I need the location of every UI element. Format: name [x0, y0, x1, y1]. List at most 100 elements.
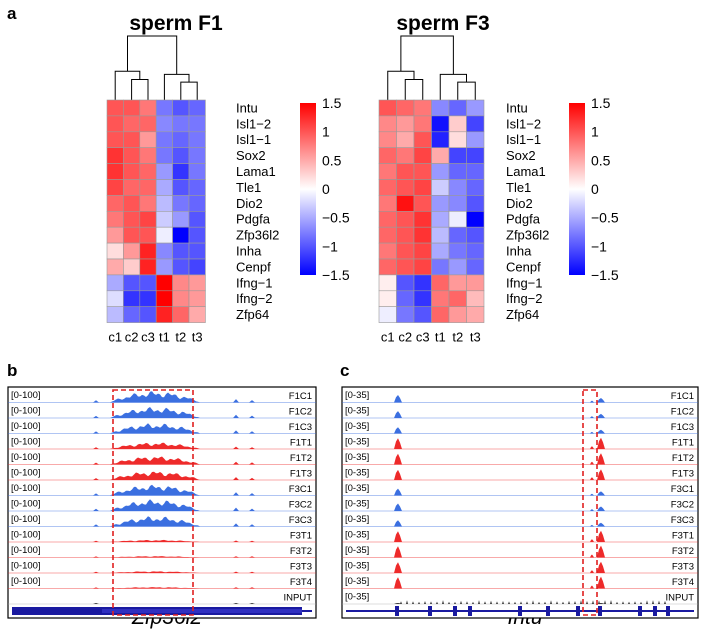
track-name-label: F3C2 — [671, 500, 694, 511]
heatmap-cell — [466, 258, 485, 276]
heatmap-cell — [413, 115, 432, 133]
track-range-label: [0-35] — [345, 530, 369, 541]
heatmap-cell — [378, 226, 397, 244]
heatmap-cell — [378, 211, 397, 228]
heatmap-cell — [378, 242, 397, 260]
row-label: Ifng−1 — [506, 275, 543, 290]
gene-exon — [576, 606, 580, 616]
heatmap-cell — [188, 131, 206, 149]
track-signal — [93, 471, 255, 480]
track-range-label: [0-100] — [11, 452, 41, 463]
heatmap-cell — [106, 226, 124, 244]
track-name-label: F3T3 — [672, 562, 694, 573]
heatmap-cell — [172, 290, 190, 307]
heatmap-cell — [139, 242, 157, 260]
heatmap-cell — [106, 290, 124, 307]
track-name-label: F3C1 — [671, 484, 694, 495]
track-range-label: [0-35] — [345, 390, 369, 401]
colorbar-tick-label: −1 — [322, 238, 338, 254]
row-label: Ifng−2 — [236, 291, 273, 306]
heatmap-cell — [123, 131, 141, 149]
row-label: Zfp64 — [236, 307, 269, 322]
track-signal — [93, 391, 255, 403]
track-range-label: [0-100] — [11, 468, 41, 479]
heatmap-cell — [123, 258, 141, 276]
heatmap-cell — [172, 195, 190, 212]
heatmap-cell — [431, 242, 450, 260]
heatmap-cell — [155, 258, 173, 276]
track-range-label: [0-100] — [11, 545, 41, 556]
column-label: c1 — [381, 330, 395, 345]
heatmap-title: sperm F3 — [396, 12, 489, 35]
heatmap-cell — [466, 290, 485, 307]
track-range-label: [0-35] — [345, 452, 369, 463]
heatmap-cell — [123, 306, 141, 323]
heatmap-cell — [106, 163, 124, 180]
colorbar-tick-label: 0 — [322, 181, 330, 197]
heatmap-cell — [139, 147, 157, 164]
heatmap-cell — [188, 290, 206, 307]
track-range-label: [0-35] — [345, 499, 369, 510]
heatmap-cell — [448, 99, 467, 117]
track-name-label: F1C3 — [289, 422, 312, 433]
heatmap-cell — [448, 258, 467, 276]
heatmap-cell — [448, 211, 467, 228]
heatmap-cell — [106, 195, 124, 212]
row-label: Lama1 — [506, 164, 546, 179]
heatmap-cell — [106, 131, 124, 149]
heatmap-cell — [172, 258, 190, 276]
column-label: c2 — [125, 330, 139, 345]
heatmap-cell — [155, 99, 173, 117]
heatmap-cell — [188, 179, 206, 196]
track-range-label: [0-100] — [11, 499, 41, 510]
track-signal — [93, 499, 255, 511]
heatmap-cell — [172, 242, 190, 260]
heatmap-cell — [431, 274, 450, 292]
track-range-label: [0-100] — [11, 483, 41, 494]
heatmap-cell — [188, 115, 206, 133]
heatmap-cell — [123, 226, 141, 244]
row-label: Cenpf — [506, 259, 541, 274]
track-name-label: F1C2 — [671, 407, 694, 418]
track-name-label: F1C1 — [671, 391, 694, 402]
heatmap-cell — [172, 131, 190, 149]
gene-exon — [598, 606, 602, 616]
heatmap-cell — [139, 274, 157, 292]
heatmap-cell — [466, 195, 485, 212]
gene-exon — [453, 606, 457, 616]
heatmap-cell — [139, 195, 157, 212]
track-range-label: [0-35] — [345, 545, 369, 556]
heatmap-cell — [448, 290, 467, 307]
heatmap-cell — [413, 163, 432, 180]
colorbar — [569, 103, 585, 275]
heatmap-cell — [123, 195, 141, 212]
track-range-label: [0-100] — [11, 530, 41, 541]
row-label: Tle1 — [236, 180, 261, 195]
track-name-label: F3C3 — [671, 515, 694, 526]
heatmap-cell — [155, 163, 173, 180]
track-name-label: F3T1 — [290, 531, 312, 542]
row-label: Pdgfa — [506, 212, 541, 227]
heatmap-cell — [106, 115, 124, 133]
heatmap-cell — [123, 147, 141, 164]
row-label: Tle1 — [506, 180, 531, 195]
track-name-label: F3T3 — [290, 562, 312, 573]
row-label: Sox2 — [236, 148, 266, 163]
track-name-label: F1T3 — [672, 469, 694, 480]
heatmap-cell — [448, 226, 467, 244]
heatmap-cell — [431, 147, 450, 164]
heatmap-cell — [155, 306, 173, 323]
row-label: Cenpf — [236, 259, 271, 274]
heatmap-cell — [466, 306, 485, 323]
row-label: Isl1−1 — [236, 132, 271, 147]
column-label: t3 — [192, 330, 203, 345]
heatmap-cell — [396, 290, 415, 307]
track-range-label: [0-35] — [345, 437, 369, 448]
heatmap-cell — [413, 99, 432, 117]
row-label: Inha — [236, 244, 262, 259]
column-label: t3 — [470, 330, 481, 345]
heatmap-cell — [172, 226, 190, 244]
track-range-label: [0-35] — [345, 406, 369, 417]
track-range-label: [0-100] — [11, 561, 41, 572]
heatmap-cell — [106, 258, 124, 276]
